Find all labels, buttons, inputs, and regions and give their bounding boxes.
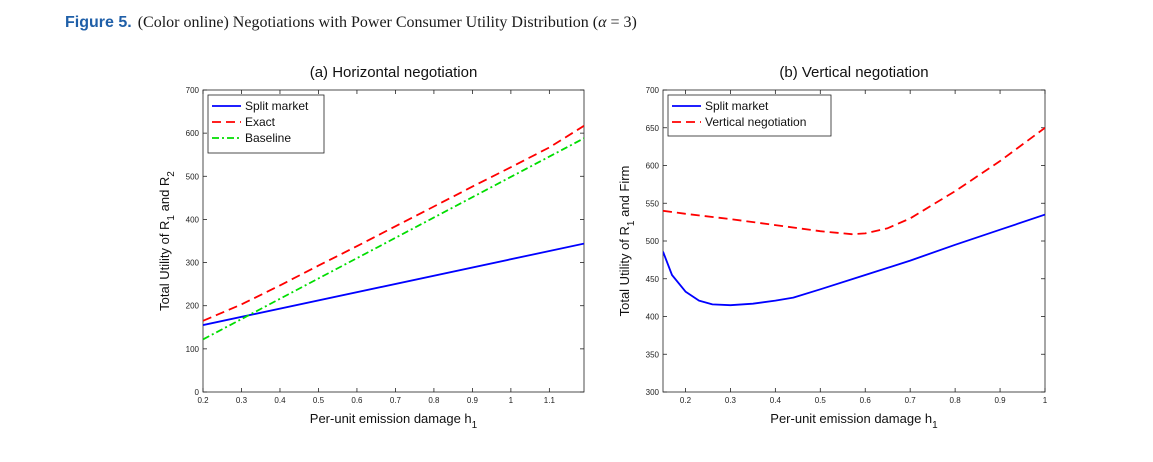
series-line-2	[663, 127, 1045, 236]
chart-panel-1: 0.2 0.3 0.4 0.5 0.6 0.7 0.8 0.9 1 1.1 0 100 200 300 40…	[157, 64, 585, 431]
x-tick-label: 0.4	[274, 396, 286, 405]
y-axis-label: Total Utility of R1 and R2	[157, 171, 177, 311]
legend-label: Split market	[245, 99, 309, 113]
x-tick-label: 0.6	[351, 396, 363, 405]
x-tick-label: 0.7	[905, 396, 917, 405]
y-tick-label: 400	[646, 313, 660, 322]
legend-label: Vertical negotiation	[705, 115, 806, 129]
y-tick-label: 100	[186, 345, 200, 354]
x-axis-label: Per-unit emission damage h1	[770, 411, 938, 431]
y-tick-label: 700	[186, 86, 200, 95]
caption-text-end: = 3)	[606, 14, 637, 31]
x-tick-label: 0.5	[815, 396, 827, 405]
x-tick-label: 0.6	[860, 396, 872, 405]
legend-box	[207, 94, 325, 154]
x-tick-label: 0.2	[197, 396, 209, 405]
y-tick-label: 0	[195, 388, 200, 397]
caption-alpha: α	[598, 14, 607, 31]
x-tick-label: 0.9	[467, 396, 479, 405]
y-tick-label: 500	[646, 237, 660, 246]
series-line-3	[203, 137, 584, 341]
series-line-1	[203, 242, 584, 326]
series-line-1	[663, 213, 1045, 307]
legend-label: Baseline	[245, 131, 291, 145]
legend-label: Split market	[705, 99, 769, 113]
y-tick-label: 550	[646, 199, 660, 208]
chart-title: (b) Vertical negotiation	[779, 64, 928, 81]
x-tick-label: 0.8	[950, 396, 962, 405]
x-tick-label: 1	[1043, 396, 1048, 405]
y-tick-label: 450	[646, 275, 660, 284]
x-tick-label: 0.3	[236, 396, 248, 405]
legend-box	[667, 94, 832, 137]
x-tick-label: 0.2	[680, 396, 692, 405]
legend-label: Exact	[245, 115, 276, 129]
x-tick-label: 0.3	[725, 396, 737, 405]
chart-title: (a) Horizontal negotiation	[310, 64, 478, 81]
x-tick-label: 0.7	[390, 396, 402, 405]
plot-frame	[202, 89, 585, 393]
chart-panel-2: 0.2 0.3 0.4 0.5 0.6 0.7 0.8 0.9 1 300 350 400 450 500…	[617, 64, 1048, 431]
y-tick-label: 350	[646, 350, 660, 359]
y-tick-label: 500	[186, 172, 200, 181]
x-axis-label: Per-unit emission damage h1	[310, 411, 478, 431]
y-tick-label: 650	[646, 124, 660, 133]
x-tick-label: 1	[509, 396, 514, 405]
y-tick-label: 300	[186, 259, 200, 268]
y-tick-label: 600	[186, 129, 200, 138]
y-tick-label: 200	[186, 302, 200, 311]
y-axis-label: Total Utility of R1 and Firm	[617, 166, 637, 317]
x-tick-label: 1.1	[544, 396, 556, 405]
x-tick-label: 0.5	[313, 396, 325, 405]
y-tick-label: 400	[186, 215, 200, 224]
x-tick-label: 0.8	[428, 396, 440, 405]
y-tick-label: 600	[646, 162, 660, 171]
series-line-2	[203, 125, 584, 322]
y-tick-label: 700	[646, 86, 660, 95]
figure-caption: Figure 5. (Color online) Negotiations wit…	[65, 14, 637, 32]
figure-label: Figure 5.	[65, 14, 132, 31]
x-tick-label: 0.4	[770, 396, 782, 405]
caption-text: (Color online) Negotiations with Power C…	[137, 14, 599, 31]
y-tick-label: 300	[646, 388, 660, 397]
x-tick-label: 0.9	[994, 396, 1006, 405]
